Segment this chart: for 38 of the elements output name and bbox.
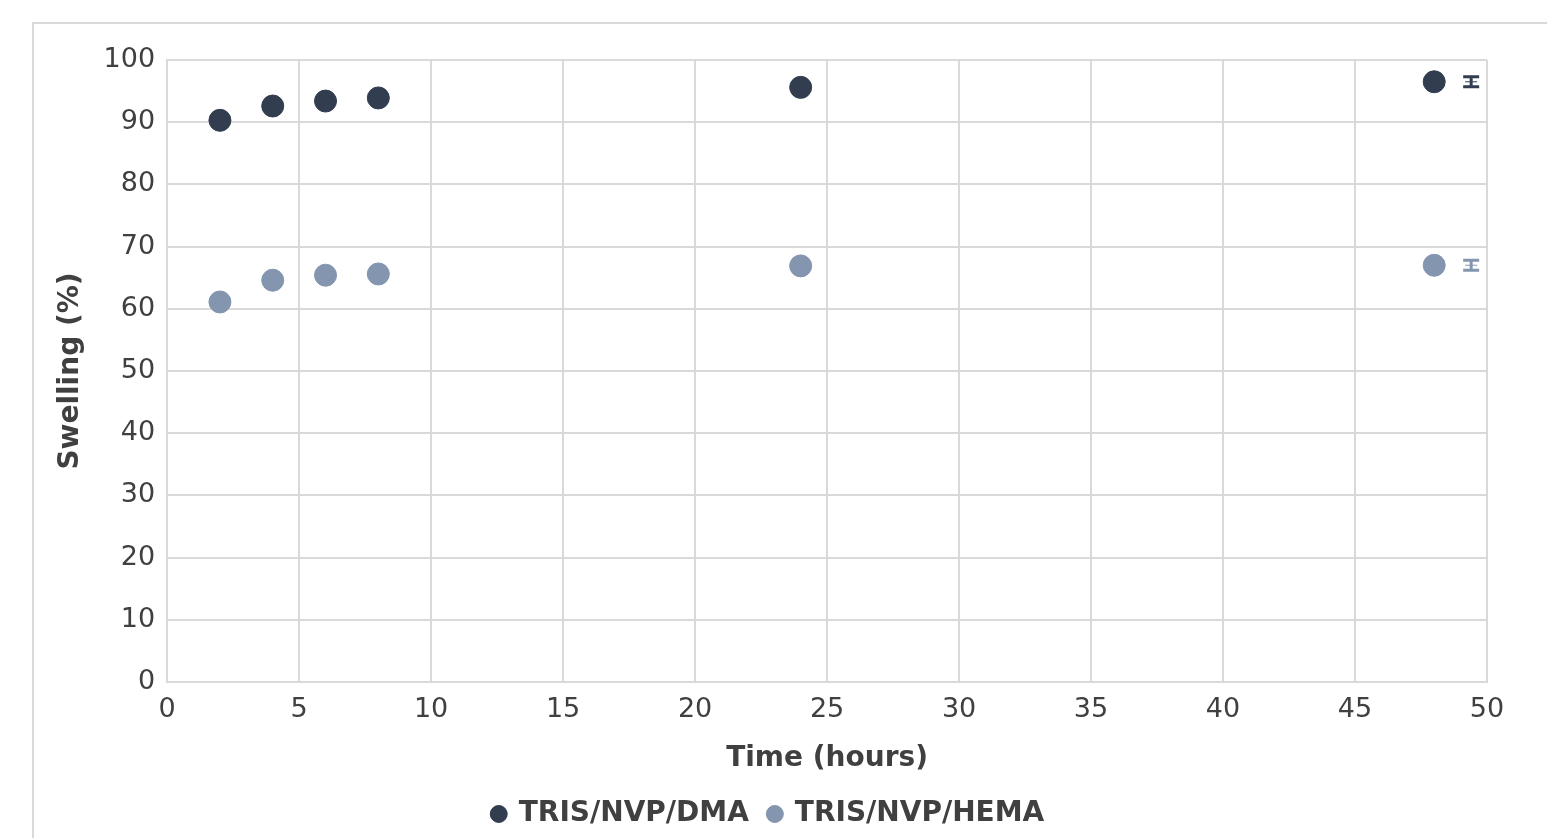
- point: [261, 94, 285, 118]
- x-tick-label: 45: [1337, 692, 1373, 724]
- x-tick-label: 20: [677, 692, 713, 724]
- point: [314, 89, 338, 113]
- point: [789, 254, 813, 278]
- x-axis-title: Time (hours): [726, 740, 928, 774]
- x-tick-label: 5: [290, 692, 308, 724]
- point: [366, 262, 390, 286]
- x-tick-label: 50: [1469, 692, 1505, 724]
- point: [314, 263, 338, 287]
- y-tick-label: 60: [120, 290, 156, 322]
- point: [208, 290, 232, 314]
- y-tick-label: 70: [120, 228, 156, 260]
- y-tick-label: 50: [120, 353, 156, 385]
- x-tick-label: 35: [1073, 692, 1109, 724]
- y-tick-label: 20: [120, 539, 156, 571]
- y-axis-title: Swelling (%): [52, 272, 86, 470]
- x-tick-label: 30: [941, 692, 977, 724]
- x-tick-label: 15: [545, 692, 581, 724]
- point: [366, 86, 390, 110]
- point: [208, 108, 232, 132]
- x-tick-label: 10: [413, 692, 449, 724]
- legend-label: TRIS/NVP/DMA: [518, 795, 750, 829]
- point: [1422, 253, 1446, 277]
- point: [1422, 70, 1446, 94]
- legend-label: TRIS/NVP/HEMA: [794, 795, 1045, 829]
- x-tick-label: 0: [158, 692, 176, 724]
- y-tick-label: 80: [120, 166, 156, 198]
- y-tick-label: 30: [120, 477, 156, 509]
- point: [261, 268, 285, 292]
- y-tick-label: 90: [120, 104, 156, 136]
- x-tick-label: 40: [1205, 692, 1241, 724]
- point: [789, 75, 813, 99]
- x-tick-label: 25: [809, 692, 845, 724]
- y-tick-label: 100: [103, 42, 156, 74]
- y-tick-label: 0: [137, 664, 156, 696]
- y-tick-label: 10: [120, 601, 156, 633]
- y-tick-label: 40: [120, 415, 156, 447]
